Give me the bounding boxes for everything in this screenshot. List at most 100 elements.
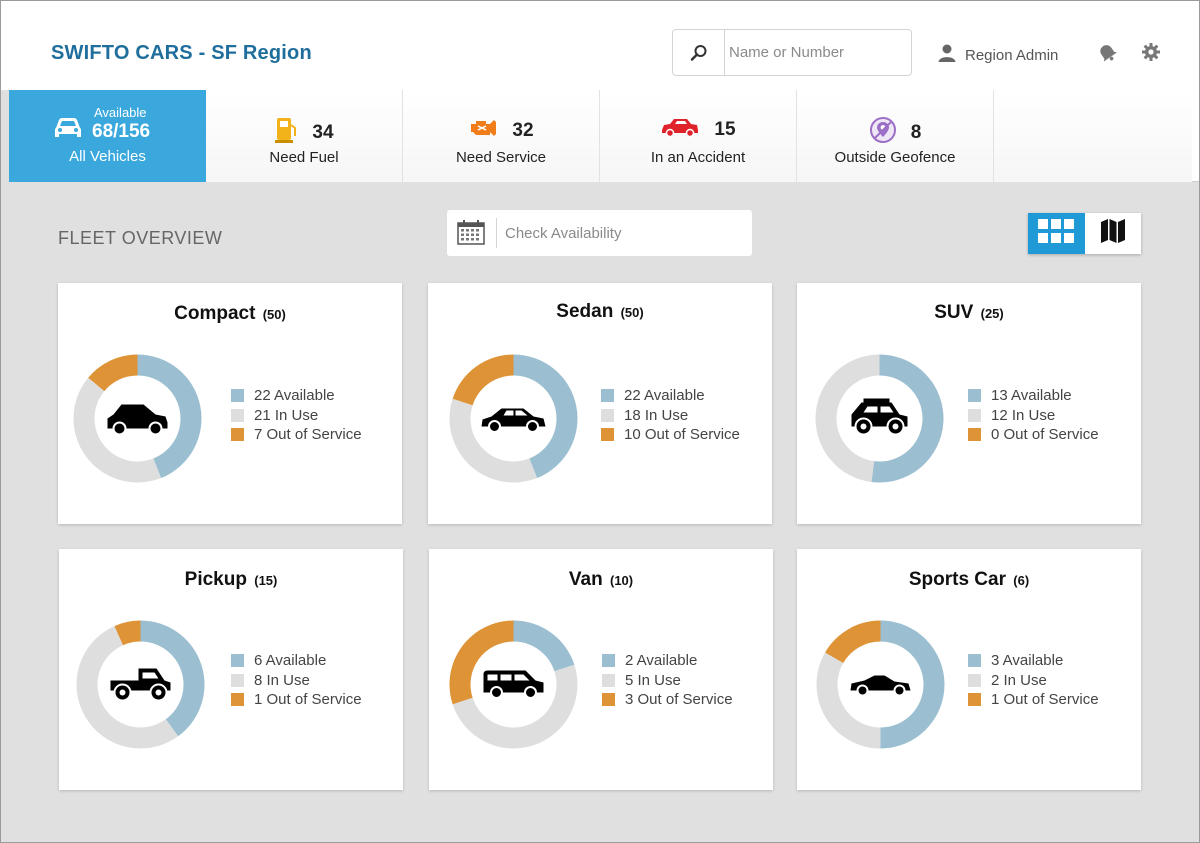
- search-box[interactable]: [672, 29, 912, 76]
- geofence-count: 8: [910, 122, 922, 143]
- chart-legend: 2 Available 5 In Use 3 Out of Service: [602, 651, 733, 710]
- search-input[interactable]: [729, 36, 904, 69]
- legend-available: 22 Available: [601, 386, 740, 406]
- category-donut-chart: [449, 354, 578, 483]
- legend-in-use: 18 In Use: [601, 406, 740, 426]
- accident-label: In an Accident: [650, 149, 746, 166]
- donut-segment-out-of-service: [452, 354, 514, 406]
- chart-legend: 3 Available 2 In Use 1 Out of Service: [968, 651, 1099, 710]
- crashed-car-icon: [660, 116, 700, 144]
- legend-swatch-out-of-service: [968, 693, 981, 707]
- legend-in-use-text: 12 In Use: [991, 406, 1056, 424]
- date-picker-divider: [496, 218, 497, 248]
- legend-swatch-in-use: [601, 408, 614, 422]
- tile-outside-geofence[interactable]: 8 Outside Geofence: [797, 90, 994, 182]
- legend-out-of-service-text: 10 Out of Service: [624, 426, 740, 444]
- view-toggle: [1028, 213, 1141, 254]
- legend-in-use-text: 5 In Use: [625, 671, 681, 689]
- legend-available-text: 13 Available: [991, 387, 1072, 405]
- user-name: Region Admin: [965, 46, 1059, 64]
- settings-gear-icon[interactable]: [1140, 41, 1162, 63]
- legend-available-text: 22 Available: [254, 387, 335, 405]
- category-card-suv[interactable]: SUV (25) 13 Available 12 In Use 0 Out of…: [797, 283, 1141, 524]
- engine-icon: [468, 116, 498, 146]
- need-service-count: 32: [512, 120, 534, 141]
- available-caption: Available: [94, 105, 147, 120]
- legend-swatch-in-use: [968, 408, 981, 422]
- car-front-icon: [53, 116, 83, 145]
- legend-available-text: 3 Available: [991, 652, 1064, 670]
- notifications-bell-icon[interactable]: [1096, 41, 1118, 63]
- card-title: Sedan (50): [428, 301, 772, 323]
- need-service-label: Need Service: [455, 149, 547, 166]
- user-icon: [937, 43, 957, 67]
- legend-swatch-in-use: [231, 408, 244, 422]
- section-title: FLEET OVERVIEW: [58, 228, 223, 248]
- card-title-name: SUV: [934, 302, 974, 323]
- category-card-sports-car[interactable]: Sports Car (6) 3 Available 2 In Use 1 Ou…: [797, 549, 1141, 790]
- legend-in-use-text: 2 In Use: [991, 671, 1047, 689]
- legend-available-text: 6 Available: [254, 652, 327, 670]
- van-icon: [483, 670, 544, 699]
- top-bar: SWIFTO CARS - SF Region Region Admin: [1, 1, 1199, 90]
- category-card-pickup[interactable]: Pickup (15) 6 Available 8 In Use 1 Out o…: [59, 549, 403, 790]
- legend-swatch-out-of-service: [968, 428, 981, 442]
- search-icon[interactable]: [673, 30, 725, 75]
- availability-date-picker[interactable]: [447, 210, 752, 256]
- map-view-button[interactable]: [1084, 213, 1141, 254]
- legend-out-of-service-text: 3 Out of Service: [625, 691, 733, 709]
- donut-segment-out-of-service: [114, 620, 141, 646]
- legend-in-use: 2 In Use: [968, 671, 1099, 691]
- check-availability-input[interactable]: [505, 218, 740, 248]
- card-title: Pickup (15): [59, 569, 403, 591]
- category-card-van[interactable]: Van (10) 2 Available 5 In Use 3 Out of S…: [429, 549, 773, 790]
- need-fuel-count: 34: [312, 122, 334, 143]
- legend-available: 22 Available: [231, 386, 362, 406]
- category-donut-chart: [73, 354, 202, 483]
- chart-legend: 13 Available 12 In Use 0 Out of Service: [968, 386, 1099, 445]
- map-icon: [1100, 218, 1126, 249]
- legend-available: 13 Available: [968, 386, 1099, 406]
- donut-segment-in-use: [816, 652, 881, 749]
- legend-out-of-service: 1 Out of Service: [968, 690, 1099, 710]
- all-vehicles-label: All Vehicles: [69, 148, 146, 165]
- legend-in-use: 12 In Use: [968, 406, 1099, 426]
- category-donut-chart: [815, 354, 944, 483]
- calendar-icon[interactable]: [457, 220, 485, 250]
- status-strip-filler: [994, 90, 1192, 182]
- tile-all-vehicles[interactable]: Available 68/156 All Vehicles: [9, 90, 206, 182]
- legend-available: 6 Available: [231, 651, 362, 671]
- legend-swatch-out-of-service: [231, 693, 244, 707]
- tile-need-service[interactable]: 32 Need Service: [403, 90, 600, 182]
- tile-in-accident[interactable]: 15 In an Accident: [600, 90, 797, 182]
- chart-legend: 22 Available 18 In Use 10 Out of Service: [601, 386, 740, 445]
- legend-swatch-in-use: [602, 673, 615, 687]
- legend-out-of-service: 3 Out of Service: [602, 690, 733, 710]
- available-count: 68/156: [92, 121, 151, 142]
- legend-out-of-service-text: 1 Out of Service: [254, 691, 362, 709]
- legend-available: 2 Available: [602, 651, 733, 671]
- sedan-icon: [481, 408, 546, 433]
- user-menu[interactable]: Region Admin: [937, 43, 1058, 67]
- grid-view-button[interactable]: [1028, 213, 1085, 254]
- legend-swatch-available: [601, 389, 614, 403]
- grid-icon: [1038, 219, 1075, 248]
- card-title-name: Compact: [174, 303, 256, 324]
- legend-out-of-service-text: 7 Out of Service: [254, 426, 362, 444]
- tile-need-fuel[interactable]: 34 Need Fuel: [206, 90, 403, 182]
- category-donut-chart: [449, 620, 578, 749]
- donut-segment-available: [140, 620, 205, 737]
- sports-car-icon: [850, 675, 911, 697]
- card-title: Van (10): [429, 569, 773, 591]
- legend-swatch-available: [968, 654, 981, 668]
- chart-legend: 6 Available 8 In Use 1 Out of Service: [231, 651, 362, 710]
- card-title-count: (50): [620, 305, 644, 320]
- brand-title: SWIFTO CARS - SF Region: [51, 42, 312, 64]
- card-title-name: Sports Car: [908, 569, 1006, 590]
- category-donut-chart: [76, 620, 205, 749]
- donut-segment-available: [513, 354, 578, 479]
- category-card-sedan[interactable]: Sedan (50) 22 Available 18 In Use 10 Out…: [428, 283, 772, 524]
- category-card-compact[interactable]: Compact (50) 22 Available 21 In Use 7 Ou…: [58, 283, 402, 524]
- card-title-count: (50): [262, 307, 286, 322]
